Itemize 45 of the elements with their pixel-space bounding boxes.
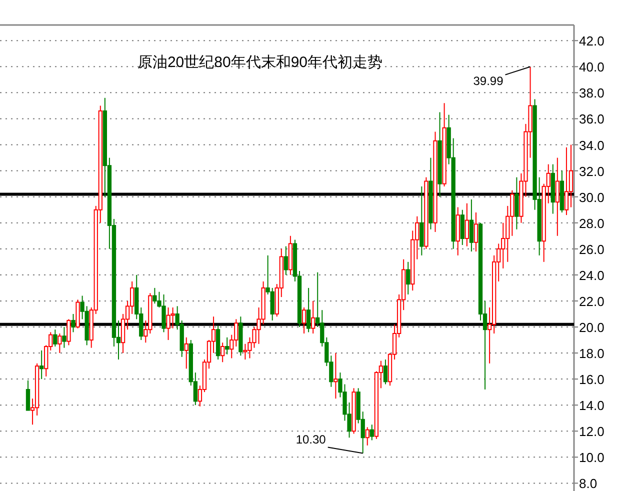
candlestick (288, 235, 293, 276)
y-tick-label: 28.0 (579, 216, 604, 231)
candlestick (39, 350, 44, 380)
candlestick (555, 157, 560, 236)
y-tick-label: 20.0 (579, 320, 604, 335)
y-tick-label: 22.0 (579, 294, 604, 309)
y-tick-label: 18.0 (579, 346, 604, 362)
text: 原油20世纪80年代末和90年代初走势 (137, 54, 383, 71)
candlestick (383, 359, 388, 385)
y-tick-label: 40.0 (579, 60, 604, 75)
y-tick-label: 10.0 (579, 450, 604, 466)
candlestick (568, 144, 574, 208)
candlestick (469, 198, 474, 252)
candlestick (184, 336, 188, 370)
y-tick-label: 24.0 (579, 268, 604, 283)
candlestick (456, 206, 460, 256)
candlestick (438, 112, 442, 198)
annotation: 10.30 (296, 432, 364, 454)
y-tick-label: 26.0 (579, 242, 604, 257)
y-tick-label: 32.0 (579, 164, 604, 179)
y-tick-label: 8.0 (579, 476, 598, 491)
candlestick (284, 246, 288, 276)
candlestick (464, 202, 470, 247)
candlestick (428, 157, 433, 230)
y-tick-label: 30.0 (579, 190, 604, 205)
annotation: 39.99 (473, 74, 504, 88)
candlestick (365, 426, 370, 446)
annotation: 39.99 (473, 66, 531, 88)
y-tick-label: 42.0 (579, 34, 604, 49)
y-tick-label: 38.0 (579, 86, 604, 101)
candlestick (550, 164, 555, 214)
candlestick (62, 326, 66, 348)
y-tick-label: 36.0 (579, 112, 604, 127)
candlestick (474, 212, 478, 252)
y-tick-label: 34.0 (579, 138, 604, 153)
candlestick (406, 261, 410, 295)
y-tick-label: 14.0 (579, 398, 604, 414)
candlestick (514, 176, 519, 230)
y-tick-label: 16.0 (579, 372, 604, 388)
candlestick (334, 352, 338, 400)
candlestick (433, 131, 438, 232)
candlestick (225, 336, 230, 355)
candlestick (420, 186, 424, 256)
annotation: 10.30 (296, 432, 326, 446)
y-tick-label: 12.0 (579, 424, 604, 440)
